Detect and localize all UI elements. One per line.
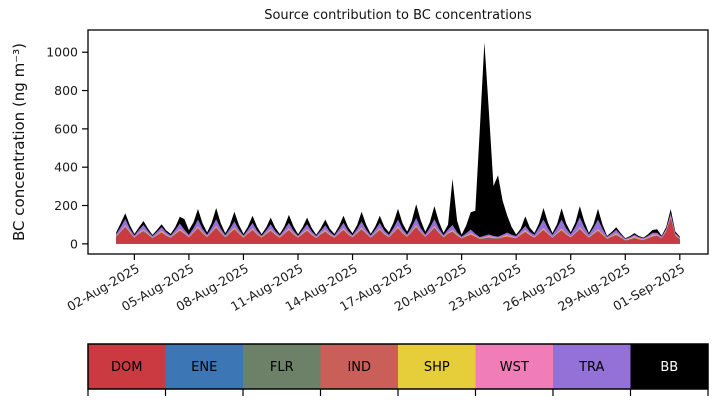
legend-label-DOM: DOM xyxy=(111,360,142,375)
legend-label-WST: WST xyxy=(500,360,529,375)
legend-item-FLR xyxy=(243,344,321,389)
legend-label-IND: IND xyxy=(347,360,371,375)
legend-label-ENE: ENE xyxy=(191,360,217,375)
y-tick-label: 400 xyxy=(54,160,78,175)
legend-label-TRA: TRA xyxy=(578,360,604,375)
legend-item-WST xyxy=(475,344,553,389)
y-tick-label: 600 xyxy=(54,121,78,136)
y-tick-label: 800 xyxy=(54,83,78,98)
legend-item-DOM xyxy=(88,344,166,389)
legend-label-FLR: FLR xyxy=(270,360,294,375)
area-DOM xyxy=(116,218,680,244)
legend-label-SHP: SHP xyxy=(424,360,450,375)
y-tick-label: 0 xyxy=(70,236,78,251)
legend-item-ENE xyxy=(165,344,243,389)
y-tick-label: 200 xyxy=(54,198,78,213)
plot-border xyxy=(87,29,709,255)
y-tick-label: 1000 xyxy=(46,45,78,60)
legend-item-BB xyxy=(630,344,708,389)
legend-item-TRA xyxy=(553,344,631,389)
chart-title: Source contribution to BC concentrations xyxy=(264,8,532,23)
legend-item-SHP xyxy=(398,344,476,389)
area-BB xyxy=(116,42,680,244)
legend-label-BB: BB xyxy=(660,360,678,375)
legend-item-IND xyxy=(320,344,398,389)
